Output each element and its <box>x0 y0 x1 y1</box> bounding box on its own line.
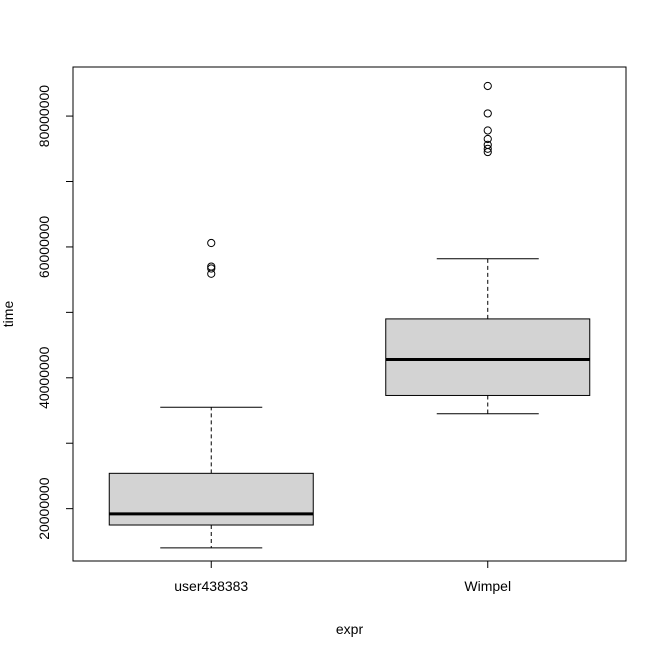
outlier-point <box>207 238 216 248</box>
y-axis-title: time <box>0 301 16 328</box>
outlier-point <box>483 144 492 153</box>
outlier-point <box>483 81 492 91</box>
y-tick-label: 80000000 <box>36 85 52 148</box>
x-tick-label: user438383 <box>174 578 248 594</box>
x-axis-title: expr <box>336 621 364 637</box>
outlier-point <box>483 126 492 135</box>
outlier-point <box>483 109 492 118</box>
x-tick-label: Wimpel <box>464 578 511 594</box>
y-tick-label: 60000000 <box>36 216 52 279</box>
y-tick-label: 40000000 <box>36 346 52 409</box>
iqr-box <box>385 318 591 396</box>
box-group-user438383 <box>108 238 314 549</box>
box-group-wimpel <box>385 81 591 415</box>
outlier-point <box>207 269 216 278</box>
outlier-point <box>207 264 216 273</box>
x-axis: user438383 Wimpel <box>174 561 511 594</box>
outlier-point <box>483 147 492 157</box>
outlier-point <box>483 134 492 144</box>
y-tick-label: 20000000 <box>36 477 52 540</box>
iqr-box <box>108 472 314 526</box>
y-axis: 20000000 40000000 60000000 80000000 <box>36 85 74 540</box>
plot-layer <box>108 81 591 549</box>
